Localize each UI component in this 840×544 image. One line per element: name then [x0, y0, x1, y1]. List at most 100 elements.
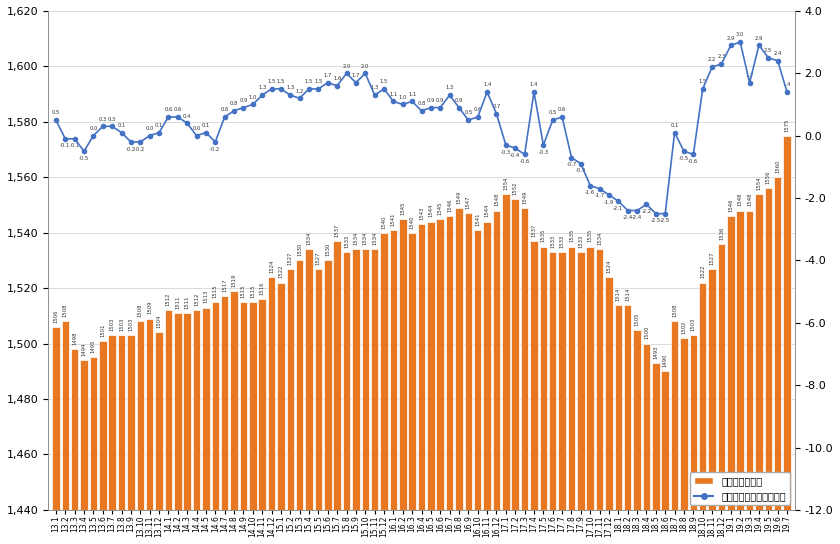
- Text: 1540: 1540: [410, 215, 415, 228]
- Bar: [521, 208, 528, 544]
- Text: -0.7: -0.7: [566, 162, 576, 167]
- Bar: [146, 319, 154, 544]
- Text: 1534: 1534: [372, 232, 377, 245]
- Text: -0.2: -0.2: [135, 146, 145, 152]
- Text: 0.1: 0.1: [118, 123, 126, 128]
- Bar: [483, 221, 491, 544]
- Text: 0.1: 0.1: [155, 123, 163, 128]
- Text: 1.3: 1.3: [258, 85, 266, 90]
- Bar: [568, 246, 575, 544]
- Text: 1527: 1527: [316, 251, 321, 264]
- Text: -0.1: -0.1: [70, 144, 80, 149]
- Bar: [606, 277, 612, 544]
- Text: 1490: 1490: [663, 354, 668, 367]
- Text: 0.4: 0.4: [183, 114, 192, 119]
- Text: 1533: 1533: [344, 234, 349, 248]
- Text: 1514: 1514: [625, 287, 630, 301]
- Text: 1544: 1544: [428, 204, 433, 218]
- Text: 1494: 1494: [81, 343, 87, 356]
- Text: 0.6: 0.6: [174, 107, 182, 112]
- Bar: [474, 230, 481, 544]
- Text: 1512: 1512: [194, 293, 199, 306]
- Bar: [343, 252, 350, 544]
- Text: 0.0: 0.0: [192, 126, 201, 131]
- Bar: [427, 221, 434, 544]
- Text: 1560: 1560: [775, 159, 780, 173]
- Bar: [502, 194, 510, 544]
- Bar: [446, 216, 454, 544]
- Text: 0.9: 0.9: [239, 98, 248, 103]
- Text: 1554: 1554: [757, 176, 762, 190]
- Text: 0.6: 0.6: [220, 107, 228, 112]
- Text: 1544: 1544: [485, 204, 490, 218]
- Bar: [259, 299, 266, 544]
- Bar: [530, 241, 538, 544]
- Text: 1549: 1549: [522, 190, 528, 203]
- Bar: [512, 200, 519, 544]
- Bar: [737, 211, 744, 544]
- Bar: [333, 241, 341, 544]
- Bar: [755, 194, 763, 544]
- Bar: [633, 330, 641, 544]
- Text: 1.3: 1.3: [286, 85, 294, 90]
- Text: 2.2: 2.2: [708, 58, 717, 63]
- Text: 1.1: 1.1: [408, 92, 417, 97]
- Text: -2.2: -2.2: [642, 209, 652, 214]
- Bar: [717, 244, 725, 544]
- Text: 1.5: 1.5: [380, 79, 388, 84]
- Bar: [455, 208, 463, 544]
- Text: 1.5: 1.5: [699, 79, 707, 84]
- Text: 2.9: 2.9: [755, 35, 764, 41]
- Bar: [764, 188, 772, 544]
- Text: 1535: 1535: [541, 229, 546, 243]
- Text: 0.0: 0.0: [145, 126, 154, 131]
- Bar: [127, 335, 134, 544]
- Text: -2.5: -2.5: [660, 218, 670, 224]
- Text: 1504: 1504: [156, 315, 161, 329]
- Bar: [174, 313, 181, 544]
- Bar: [586, 246, 594, 544]
- Text: 1535: 1535: [569, 229, 574, 243]
- Text: -0.4: -0.4: [510, 153, 520, 158]
- Text: -0.3: -0.3: [538, 150, 549, 154]
- Text: 1533: 1533: [559, 234, 564, 248]
- Text: 2.5: 2.5: [764, 48, 773, 53]
- Bar: [690, 335, 697, 544]
- Bar: [52, 327, 60, 544]
- Text: 1.1: 1.1: [389, 92, 397, 97]
- Text: 1.3: 1.3: [370, 85, 379, 90]
- Text: 1.7: 1.7: [323, 73, 332, 78]
- Text: 3.0: 3.0: [736, 33, 744, 38]
- Bar: [577, 252, 585, 544]
- Text: 0.5: 0.5: [465, 110, 473, 115]
- Text: 1522: 1522: [701, 265, 706, 279]
- Text: 1.3: 1.3: [445, 85, 454, 90]
- Bar: [493, 211, 501, 544]
- Text: 1536: 1536: [719, 226, 724, 239]
- Bar: [108, 335, 116, 544]
- Bar: [352, 249, 360, 544]
- Text: 1527: 1527: [710, 251, 715, 264]
- Text: 1519: 1519: [232, 273, 237, 287]
- Text: 1509: 1509: [147, 301, 152, 314]
- Text: 1506: 1506: [54, 310, 59, 323]
- Bar: [596, 249, 603, 544]
- Text: 1503: 1503: [119, 318, 124, 331]
- Text: 1.5: 1.5: [314, 79, 323, 84]
- Text: 1.4: 1.4: [783, 82, 791, 88]
- Bar: [559, 252, 566, 544]
- Text: 1503: 1503: [690, 318, 696, 331]
- Text: 1.6: 1.6: [333, 76, 341, 81]
- Text: 1511: 1511: [185, 295, 190, 309]
- Text: 2.9: 2.9: [727, 35, 735, 41]
- Text: -1.7: -1.7: [595, 193, 605, 199]
- Bar: [399, 219, 407, 544]
- Bar: [699, 282, 706, 544]
- Text: 2.0: 2.0: [343, 64, 350, 69]
- Text: 1534: 1534: [307, 232, 312, 245]
- Bar: [671, 322, 679, 544]
- Text: 1549: 1549: [456, 190, 461, 203]
- Text: 0.6: 0.6: [474, 107, 482, 112]
- Text: -2.5: -2.5: [651, 218, 661, 224]
- Text: -0.5: -0.5: [679, 156, 689, 161]
